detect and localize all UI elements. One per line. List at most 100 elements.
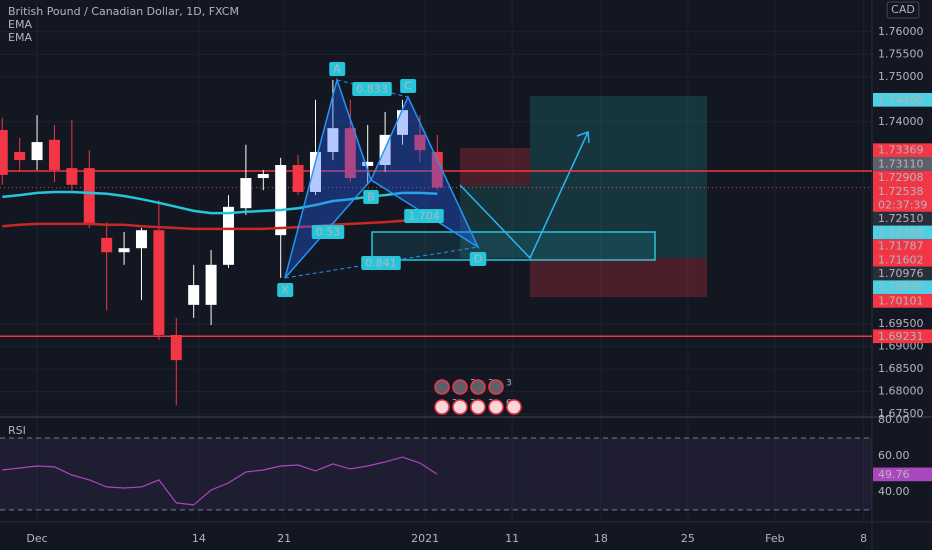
candle-body: [397, 110, 409, 135]
candle-body: [327, 128, 339, 152]
pattern-ratio: 0.833: [356, 83, 388, 96]
event-icon: [452, 399, 468, 415]
pattern-point: X: [281, 284, 289, 297]
pattern-point-box: [400, 79, 417, 93]
y-tick-label: 1.68000: [878, 385, 924, 398]
candle-body: [0, 129, 8, 175]
x-tick-label: 18: [594, 532, 608, 545]
price-label-box: [873, 280, 932, 295]
candle-body: [205, 264, 217, 305]
short-stop-zone: [460, 148, 530, 185]
event-icon: [488, 399, 504, 415]
price-label: 1.69231: [878, 330, 924, 343]
price-label: 1.72510: [878, 212, 924, 225]
candle-body: [101, 237, 113, 253]
pattern-point: C: [404, 80, 412, 93]
event-icon: [470, 399, 486, 415]
rsi-tick-label: 40.00: [878, 485, 910, 498]
x-tick-label: 14: [192, 532, 206, 545]
price-label-box: [873, 157, 932, 171]
candle-body: [275, 165, 287, 236]
range-box: [371, 231, 656, 261]
pattern-ratio-box: [352, 82, 392, 96]
pattern-point-box: [469, 252, 487, 266]
rsi-title: RSI: [8, 424, 26, 437]
event-icon: [434, 379, 450, 395]
pattern-point: A: [333, 63, 341, 76]
pattern-ratio-box: [361, 256, 401, 270]
x-tick-label: Dec: [26, 532, 47, 545]
currency-label: CAD: [891, 3, 915, 16]
event-count: 3: [506, 379, 512, 389]
rsi-line: [2, 456, 438, 506]
pattern-point: D: [474, 253, 482, 266]
price-label: 1.73110: [878, 157, 924, 170]
price-label-box: [873, 266, 932, 281]
legend-entry: EMA: [8, 18, 32, 31]
price-label-box: [873, 252, 932, 267]
y-tick-label: 1.76000: [878, 25, 924, 38]
long-target-zone: [530, 96, 707, 258]
long-stop-zone: [530, 258, 707, 297]
rsi-value-label: 49.76: [878, 468, 910, 481]
candle-body: [14, 151, 26, 161]
pattern-ratio-box: [311, 225, 345, 239]
price-label: 1.73369: [878, 144, 924, 157]
price-label: 1.72538: [878, 185, 924, 198]
y-tick-label: 1.67500: [878, 407, 924, 420]
ema-line: [2, 219, 438, 231]
price-label: 1.74490: [878, 93, 924, 106]
candle-body: [222, 206, 234, 265]
rsi-value-box: [873, 467, 932, 482]
pattern-ratio-box: [404, 209, 444, 223]
x-tick-label: 2021: [411, 532, 439, 545]
candle-body: [170, 334, 182, 361]
candle-body: [48, 139, 60, 170]
pattern-point-box: [363, 190, 379, 204]
candle-body: [431, 151, 443, 188]
candle-body: [240, 178, 252, 209]
y-tick-label: 1.75500: [878, 47, 924, 60]
price-label: 1.70930: [878, 281, 924, 294]
events: 3332336: [434, 379, 522, 415]
candle-body: [292, 165, 304, 192]
candle-body: [309, 151, 321, 192]
price-label-box: [873, 225, 932, 240]
pattern-point-box: [329, 62, 346, 76]
price-label-box: [873, 329, 932, 344]
event-icon: [434, 399, 450, 415]
pattern-ratio: 1.704: [408, 210, 440, 223]
candle-body: [31, 142, 43, 161]
event-icon: [488, 379, 504, 395]
price-label-box: [873, 184, 932, 212]
x-tick-label: 8: [860, 532, 867, 545]
price-label: 1.72908: [878, 171, 924, 184]
price-label: 1.72358: [878, 226, 924, 239]
price-label: 1.70101: [878, 294, 924, 307]
y-tick-label: 1.69500: [878, 317, 924, 330]
drawings: [371, 96, 707, 297]
price-label-box: [873, 143, 932, 158]
candle-body: [362, 161, 374, 166]
legend-entry: EMA: [8, 31, 32, 44]
price-label-box: [873, 92, 932, 107]
countdown-label: 02:37:39: [878, 199, 927, 212]
event-icon: [506, 399, 522, 415]
candle-body: [344, 128, 356, 179]
price-label: 1.71787: [878, 240, 924, 253]
x-tick-label: 21: [277, 532, 291, 545]
candle-body: [414, 134, 426, 151]
candle-body: [153, 230, 165, 335]
rsi-tick-label: 60.00: [878, 449, 910, 462]
y-tick-label: 1.75000: [878, 70, 924, 83]
y-tick-label: 1.68500: [878, 362, 924, 375]
price-labels: 1.74490 1.733691.731101.729081.7253802:37…: [873, 92, 932, 344]
pattern-point-box: [277, 283, 294, 297]
pattern-ratio: 0.841: [365, 257, 397, 270]
candle-body: [118, 248, 130, 253]
rsi-line: [2, 456, 438, 506]
x-tick-label: 25: [681, 532, 695, 545]
chart-title: British Pound / Canadian Dollar, 1D, FXC…: [8, 5, 239, 18]
candle-body: [257, 174, 269, 179]
